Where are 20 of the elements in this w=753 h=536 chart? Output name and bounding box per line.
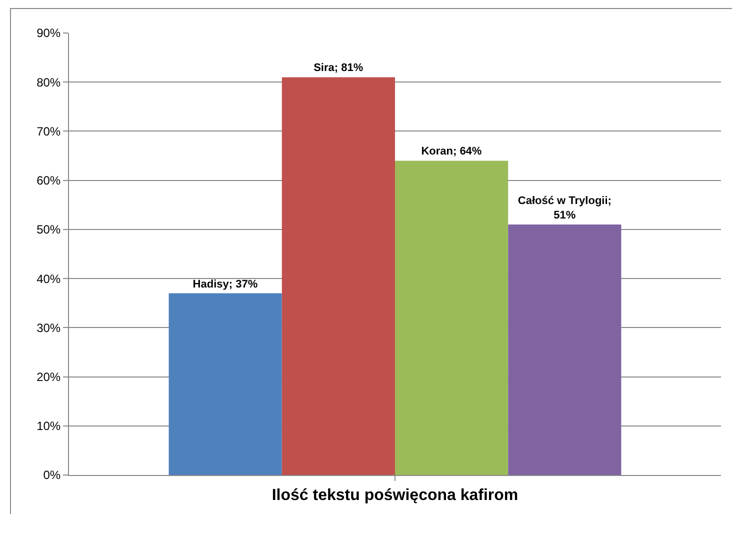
y-tick-label: 20% [36, 370, 61, 384]
y-tick-label: 70% [36, 124, 61, 138]
bar [508, 224, 622, 475]
y-tick-label: 90% [36, 26, 61, 40]
text: Sira; 81% [314, 62, 364, 74]
text: Hadisy; 37% [192, 278, 258, 290]
text: Całość w Trylogii; [518, 195, 612, 208]
y-tick-label: 50% [36, 222, 61, 237]
y-tick-label: 80% [36, 75, 61, 90]
text: Koran; 64% [421, 146, 482, 158]
y-tick-label: 0% [43, 468, 61, 482]
y-tick-label: 60% [36, 174, 61, 188]
x-tick-label: Ilość tekstu poświęcona kafirom [272, 487, 518, 504]
bar [168, 293, 282, 475]
y-tick-label: 30% [36, 320, 61, 335]
bar [282, 77, 395, 475]
y-tick-label: 10% [36, 419, 61, 434]
bar [395, 160, 508, 475]
y-tick-label: 40% [36, 272, 61, 286]
text: 51% [554, 210, 576, 222]
